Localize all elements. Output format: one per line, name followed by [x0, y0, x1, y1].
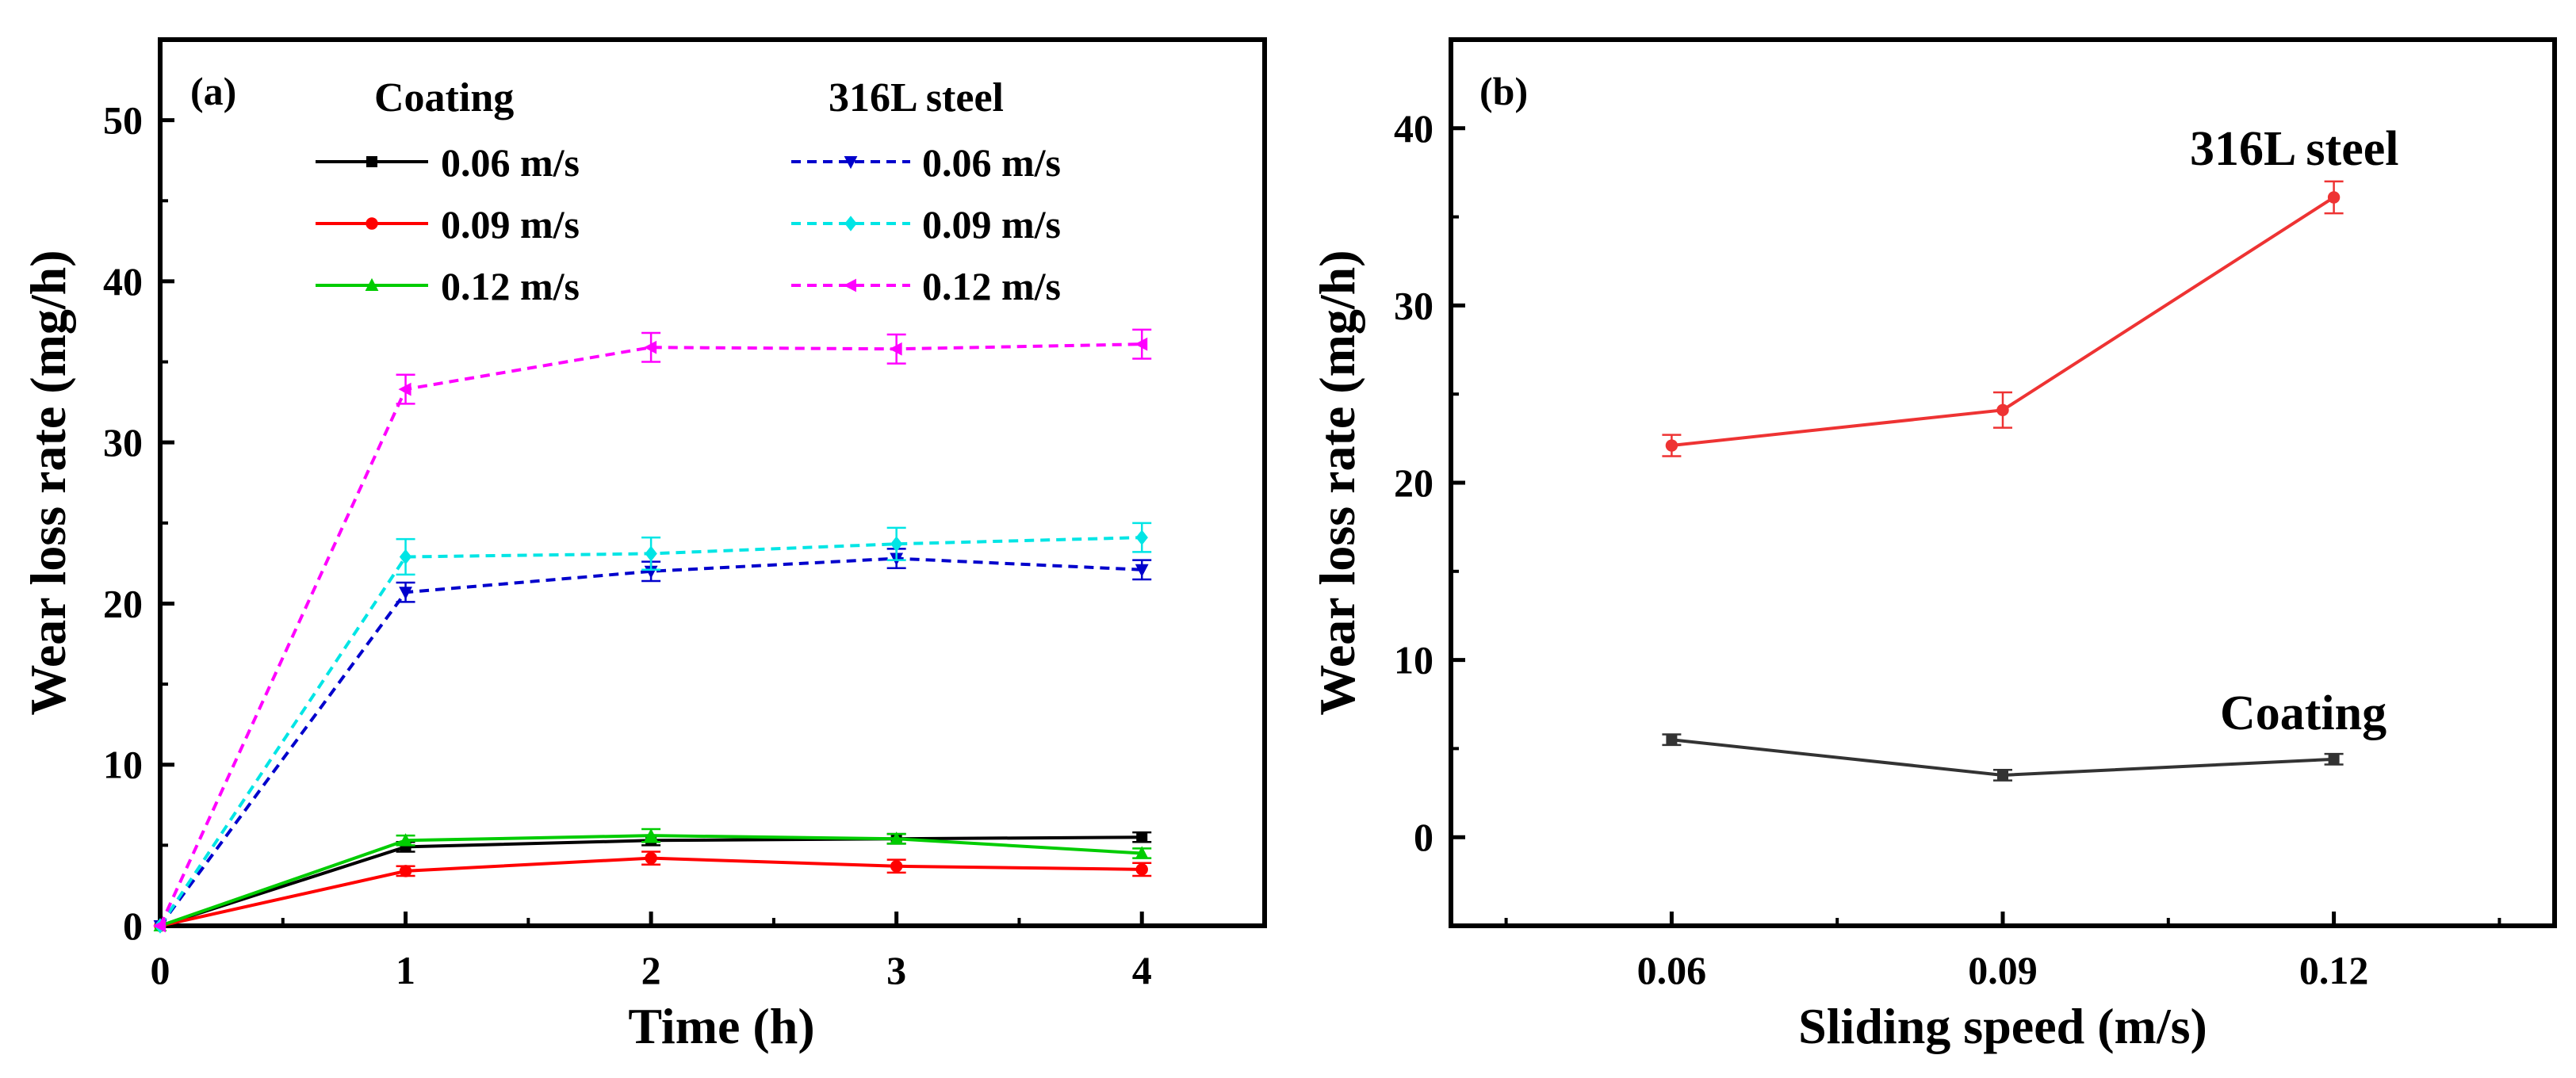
legend-entry-label: 0.06 m/s [441, 140, 580, 185]
data-point [1135, 337, 1148, 351]
annotation-coating: Coating [2220, 686, 2387, 740]
data-point [1665, 439, 1678, 452]
b-y-tick-label: 0 [1414, 815, 1433, 859]
data-point [399, 865, 412, 877]
legend-group-title-316l: 316L steel [829, 75, 1004, 120]
data-point [1666, 734, 1678, 746]
legend-swatch-marker [365, 277, 379, 291]
a-y-tick-label: 50 [103, 98, 143, 143]
legend-entry-label: 0.06 m/s [922, 140, 1061, 185]
data-point [1135, 863, 1148, 876]
panel-a-frame [158, 37, 1267, 928]
data-point [399, 587, 412, 600]
legend-swatch-marker [843, 278, 856, 292]
b-y-tick-label: 20 [1394, 461, 1433, 505]
data-point [1136, 831, 1148, 843]
b-y-tick-label: 40 [1394, 106, 1433, 151]
a-y-tick-label: 10 [103, 743, 143, 787]
legend-entry-label: 0.09 m/s [441, 202, 580, 247]
data-point [645, 851, 657, 865]
a-x-tick-label: 3 [886, 948, 906, 992]
b-x-tick-label: 0.12 [2299, 948, 2369, 992]
legend-swatch-marker [844, 156, 858, 170]
panel-b-ticks [1451, 126, 2501, 926]
data-point [2327, 191, 2341, 204]
data-point [890, 860, 903, 873]
data-point [1135, 529, 1148, 545]
a-x-tick-label: 1 [396, 948, 415, 992]
panel-a-legend: Coating 316L steel 0.06 m/s 0.09 m/s 0.1… [316, 75, 1061, 308]
a-panel-label: (a) [190, 69, 236, 113]
series-316l-steel-0-12-m-s [152, 328, 1152, 933]
b-y-tick-label: 30 [1394, 283, 1433, 327]
a-y-axis-title: Wear loss rate (mg/h) [20, 250, 76, 715]
b-y-tick-label: 10 [1394, 638, 1433, 682]
b-y-axis-title: Wear loss rate (mg/h) [1309, 250, 1365, 715]
b-x-tick-label: 0.09 [1968, 948, 2038, 992]
series-coating [1662, 733, 2344, 782]
b-x-axis-title: Sliding speed (m/s) [1798, 998, 2207, 1054]
data-point [1135, 846, 1149, 859]
series-coating-0-09-m-s [154, 851, 1152, 932]
series-line [159, 342, 1143, 927]
series-316l-steel [1662, 180, 2344, 457]
series-line [159, 556, 1143, 927]
data-point [890, 536, 903, 552]
a-y-tick-label: 40 [103, 259, 143, 304]
legend-swatches [316, 156, 910, 292]
data-point [645, 545, 657, 562]
data-point [1135, 564, 1149, 577]
legend-entry-label: 0.09 m/s [922, 202, 1061, 247]
a-x-tick-label: 0 [151, 948, 170, 992]
b-panel-label: (b) [1479, 69, 1528, 113]
a-y-tick-label: 0 [123, 904, 143, 948]
a-y-tick-label: 20 [103, 581, 143, 625]
legend-swatch-marker [366, 156, 377, 167]
legend-swatch-marker [844, 216, 857, 231]
data-point [1996, 403, 2009, 417]
data-point [399, 549, 412, 565]
data-point [2328, 753, 2340, 765]
a-y-tick-label: 30 [103, 420, 143, 464]
data-point [399, 833, 412, 847]
panel-a: 0 1 2 3 4 0 10 20 30 40 50 Time (h) Wear… [20, 37, 1267, 1054]
panel-b-series-layer [1662, 180, 2344, 782]
data-point [644, 828, 658, 842]
panel-a-series-layer [152, 328, 1152, 934]
data-point [890, 831, 904, 845]
legend-group-title-coating: Coating [374, 75, 514, 120]
data-point [398, 382, 411, 396]
data-point [152, 919, 166, 933]
panel-b: 0.06 0.09 0.12 0 10 20 30 40 Sliding spe… [1309, 37, 2557, 1054]
data-point [889, 342, 902, 356]
legend-entry-label: 0.12 m/s [441, 264, 580, 308]
annotation-316l-steel: 316L steel [2190, 122, 2398, 176]
b-x-tick-label: 0.06 [1637, 948, 1707, 992]
data-point [1997, 769, 2008, 781]
a-x-tick-label: 2 [641, 948, 661, 992]
legend-swatch-marker [366, 217, 378, 230]
data-point [644, 340, 657, 354]
legend-entry-label: 0.12 m/s [922, 264, 1061, 308]
a-x-axis-title: Time (h) [628, 998, 814, 1054]
a-x-tick-label: 4 [1132, 948, 1152, 992]
